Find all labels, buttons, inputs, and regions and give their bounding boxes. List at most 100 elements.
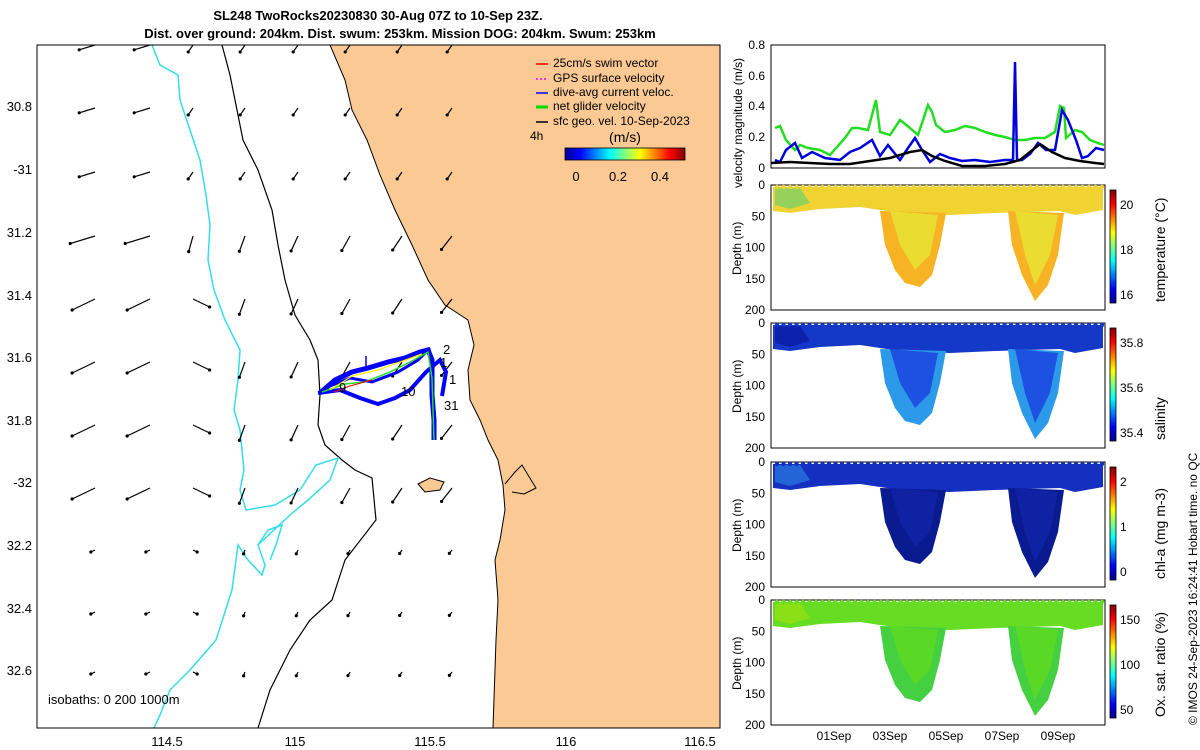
profile-dot [1021,461,1027,467]
land-mass [329,45,720,728]
current-vector-head [77,175,81,179]
profile-dot [800,461,806,467]
current-vector-head [294,552,298,556]
profile-dot [963,322,968,328]
current-vector [192,424,210,434]
profile-dot [963,461,968,467]
profile-dot [982,322,988,328]
lon-tick: 116.5 [684,734,716,749]
current-vector-head [395,113,399,117]
current-vector [441,361,453,376]
current-vector [134,171,151,178]
profile-dot [787,599,793,605]
current-vector [126,361,151,374]
depth-ytick: 50 [752,624,766,638]
profile-dot [995,322,1001,328]
current-vector [79,171,96,178]
profile-dot [956,322,962,328]
profile-dot [1034,184,1040,190]
profile-dot [1015,599,1020,605]
profile-dot [904,322,910,328]
colorbar-tick: 0 [1120,565,1127,579]
profile-dot [1021,599,1027,605]
current-vector-head [291,177,295,181]
current-vector-head [132,111,136,115]
current-vector-head [294,674,298,678]
track-label: 9 [339,380,346,395]
colorbar-tick: 50 [1120,703,1134,717]
depth-ytick: 200 [745,580,765,594]
profile-dot [807,184,812,190]
current-vector [290,235,299,252]
chla-colorbar-label: chl-a (mg m-3) [1152,488,1168,579]
colorbar-tick: 35.4 [1120,426,1144,440]
glider-track [317,346,449,441]
profile-dot [891,461,897,467]
profile-dot [1041,599,1046,605]
current-vector-head [123,241,127,246]
depth-ytick: 100 [745,518,765,532]
profile-dot [989,322,994,328]
vel-ytick: 0.2 [748,130,765,144]
current-vector [71,361,96,374]
current-vector [192,361,210,371]
profile-dot [1041,461,1046,467]
depth-ylabel: Depth (m) [730,222,744,275]
profile-dot [839,599,845,605]
current-vector-head [447,673,451,677]
profile-dot [904,599,910,605]
current-vector-head [346,552,350,556]
profile-dot [1008,322,1014,328]
svg-text:GPS surface velocity: GPS surface velocity [553,71,664,85]
colorbar-tick: 18 [1120,243,1134,257]
profile-dot [859,184,864,190]
profile-dot [1086,599,1092,605]
colorbar-title: (m/s) [609,129,641,145]
profile-dot [865,184,871,190]
current-vector-head [238,50,242,54]
depth-ytick: 100 [745,241,765,255]
current-vector [192,298,210,308]
profile-dot [1080,322,1085,328]
current-vector-head [445,113,449,117]
current-vector [290,298,299,315]
profile-dot [976,184,981,190]
profile-dot [969,599,975,605]
profile-dot [1086,461,1092,467]
depth-ylabel: Depth (m) [730,360,744,413]
footer-note: © IMOS 24-Sep-2023 16:24:41 Hobart time.… [1186,452,1200,725]
current-vector [238,298,246,315]
profile-dot [833,322,838,328]
profile-dot [1073,184,1079,190]
profile-dot [781,184,786,190]
current-vector-head [447,551,451,555]
profile-dot [794,322,799,328]
current-vector-head [187,249,191,254]
profile-dot [1015,322,1020,328]
time-axis: 01Sep 03Sep 05Sep 07Sep 09Sep [817,729,1076,743]
current-vector [238,361,246,378]
profile-dot [937,599,942,605]
profile-dot [924,461,929,467]
depth-ytick: 150 [745,272,765,286]
colorbar-tick: 35.6 [1120,381,1144,395]
profile-dot [1008,461,1014,467]
current-vector-head [195,672,199,676]
profile-dot [898,184,903,190]
profile-dot [963,184,968,190]
depth-ytick: 150 [745,549,765,563]
profile-dot [1093,461,1098,467]
current-vector [79,45,96,51]
legend-item-net-glider-velocity: net glider velocity [536,99,646,113]
current-vector [71,487,96,500]
colorbar-tick: 100 [1120,658,1140,672]
profile-dot [813,461,819,467]
current-vector-head [294,614,298,618]
profile-dot [930,461,936,467]
svg-text:sfc geo. vel. 10-Sep-2023: sfc geo. vel. 10-Sep-2023 [553,114,690,128]
current-vector-head [68,241,72,246]
profile-dot [911,461,916,467]
velocity-ylabel: velocity magnitude (m/s) [731,58,745,188]
profile-dot [1073,599,1079,605]
profile-dot [989,461,994,467]
